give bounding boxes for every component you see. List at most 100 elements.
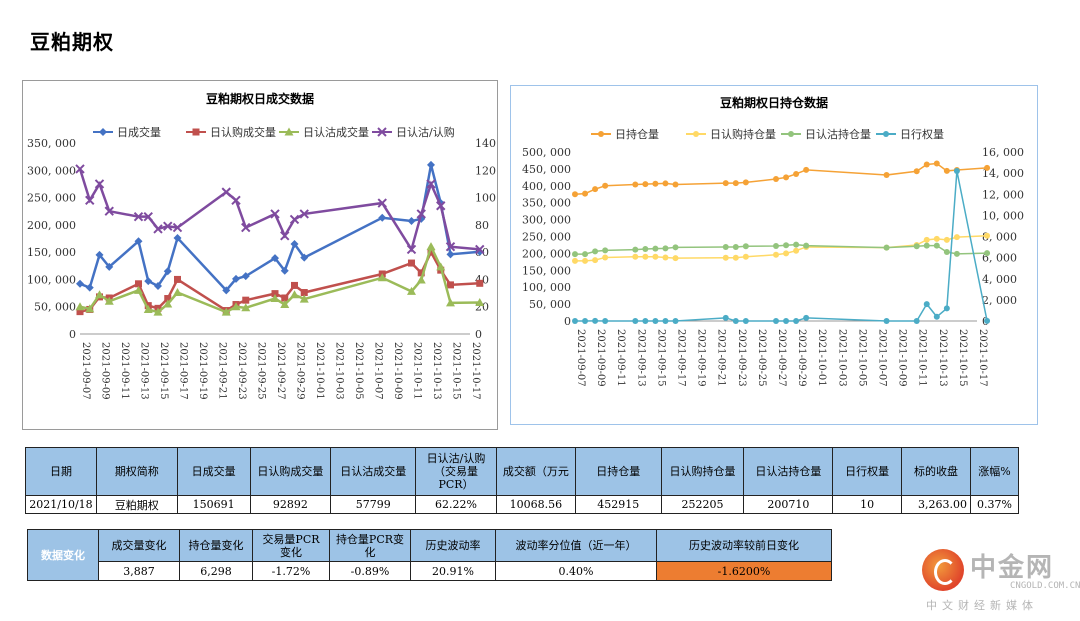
data-point [803,314,810,321]
data-point [271,290,279,298]
data-point [642,246,649,253]
page-title: 豆粕期权 [30,30,114,54]
data-point [133,211,144,222]
header-cell: 波动率分位值（近一年） [495,529,657,562]
data-point [378,213,387,222]
table-cell: 0.40% [495,561,657,581]
x-tick-label: 2021-10-07 [373,342,384,400]
table-cell: -0.89% [329,561,411,581]
data-point [153,224,163,234]
legend-marker [883,131,889,137]
data-point [221,187,231,197]
data-point [783,318,790,324]
y-left-tick-label: 100, 000 [522,281,571,294]
table-cell: 2021/10/18 [25,495,97,514]
data-point [652,253,659,260]
data-point [94,179,105,189]
y-left-tick-label: 0 [69,328,76,341]
data-point [773,318,779,324]
table-cell: 3,263.00 [901,495,971,514]
y-left-tick-label: 450, 000 [522,163,571,176]
data-point [632,253,639,260]
data-point [280,266,289,275]
logo-text: 中金网 [970,553,1055,583]
data-point [572,257,578,264]
data-point [933,242,940,249]
header-cell: 日期 [25,447,97,496]
y-right-tick-label: 6, 000 [982,252,1017,265]
data-point [447,281,454,289]
x-tick-label: 2021-09-19 [197,342,208,400]
data-point [742,318,749,324]
y-right-tick-label: 0 [475,328,482,341]
x-tick-label: 2021-09-21 [716,329,727,387]
data-point [76,279,84,288]
data-point [271,254,279,263]
x-tick-label: 2021-09-17 [676,329,687,387]
x-tick-label: 2021-10-09 [897,329,908,387]
data-point [406,244,417,255]
data-point [75,164,85,174]
logo-icon [922,549,964,591]
data-point [953,168,960,175]
y-left-tick-label: 400, 000 [522,180,571,193]
data-point [662,254,669,261]
open-interest-chart: 豆粕期权日持仓数据 0 50, 000 100, 000 150, 000 200, 00… [510,85,1038,425]
data-point [446,298,455,307]
table-cell: 150691 [176,495,251,514]
chart-title: 豆粕期权日成交数据 [206,91,314,106]
x-tick-label: 2021-10-15 [957,329,968,387]
data-point [241,272,250,281]
data-point [407,286,416,295]
header-cell: 日认购成交量 [249,447,332,496]
y-right-tick-label: 80 [475,219,489,232]
data-point [143,304,153,313]
data-point [144,277,153,286]
table-cell: 10068.56 [495,495,576,514]
header-cell: 交易量PCR 变化 [252,529,330,562]
cngold-logo: 中金网 CNGOLD.COM.CN 中文财经新媒体 [918,545,1080,617]
data-point [943,305,950,312]
data-point [732,318,739,324]
legend-label: 日认沽持仓量 [805,127,871,141]
legend-label: 日认购成交量 [210,125,276,139]
header-cell: 历史波动率 [410,529,496,562]
y-left-tick-label: 200, 000 [522,247,571,260]
data-point [377,273,387,282]
chart-title: 豆粕期权日持仓数据 [720,95,828,110]
data-point [104,206,114,216]
y-left-tick-label: 200, 000 [27,219,76,232]
chart-svg: 豆粕期权日持仓数据 0 50, 000 100, 000 150, 000 200, 00… [522,95,1024,387]
data-point [241,303,251,312]
data-point [592,248,599,255]
x-tick-label: 2021-10-05 [856,329,867,387]
data-point [773,242,779,249]
table-cell: 6,298 [179,561,253,581]
data-point [933,313,940,320]
side-label: 数据变化 [27,529,99,581]
data-point [984,232,991,239]
data-point [299,209,309,219]
data-point [803,166,810,173]
data-point [602,254,609,261]
y-right-tick-label: 2, 000 [982,294,1017,307]
table-row: 3,887 6,298 -1.72% -0.89% 20.91% 0.40% -… [28,561,832,581]
logo-domain: CNGOLD.COM.CN [1010,581,1080,591]
data-point [602,182,609,189]
data-point [793,318,800,324]
y-left-tick-label: 100, 000 [27,273,76,286]
x-tick-label: 2021-09-27 [776,329,787,387]
data-point [135,280,142,288]
data-point [984,164,991,171]
y-left-tick-label: 250, 000 [27,192,76,205]
data-point [143,211,153,222]
y-right-tick-label: 140 [475,137,496,150]
table-cell-highlight: -1.6200% [656,561,832,581]
y-right-tick-label: 14, 000 [982,167,1024,180]
x-tick-label: 2021-10-09 [392,342,403,400]
legend-label: 日认沽/认购 [396,125,455,139]
chart-svg: 豆粕期权日成交数据 0 50, 000 100, 000 150, 000 200, 00… [27,91,496,400]
data-point [299,294,309,303]
table-cell: 452915 [574,495,662,514]
x-tick-label: 2021-09-13 [139,342,150,400]
